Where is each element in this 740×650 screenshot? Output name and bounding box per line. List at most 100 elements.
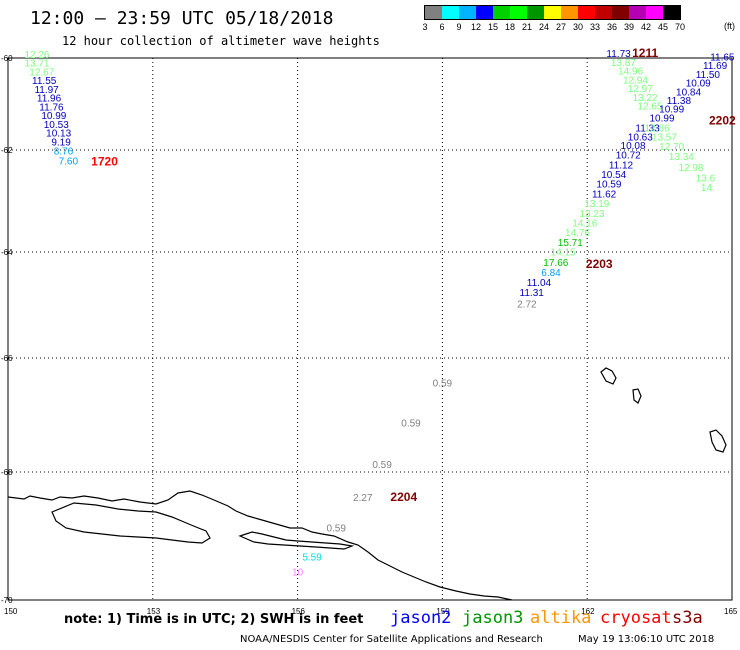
wave-height-label: 14.76 [565, 228, 590, 239]
wave-height-label: 11.55 [32, 76, 57, 87]
legend-swatch [578, 6, 595, 19]
wave-height-label: 13.23 [580, 209, 605, 220]
wave-height-label: 7.60 [59, 156, 79, 167]
wave-height-label: 12.98 [678, 163, 703, 174]
legend-label: 27 [555, 22, 567, 32]
legend-swatch [663, 6, 680, 19]
color-legend: 3 6 9 12 15 18 21 24 27 30 33 36 39 42 45 70 (ft) [422, 5, 735, 32]
legend-swatch [561, 6, 578, 19]
wave-height-label: 11.31 [520, 288, 545, 299]
legend-label: 6 [439, 22, 445, 32]
wave-height-label: 10.09 [686, 79, 711, 90]
wave-height-label: 10.53 [44, 120, 69, 131]
legend-swatch [544, 6, 561, 19]
footer-note: note: 1) Time is in UTC; 2) SWH is in fe… [64, 612, 364, 627]
legend-swatch [646, 6, 663, 19]
wave-height-label: 6.84 [541, 268, 561, 279]
wave-height-label: 11.96 [37, 94, 62, 105]
wave-height-label: 5.59 [302, 552, 322, 563]
legend-swatches [424, 5, 681, 20]
legend-label: 70 [674, 22, 686, 32]
wave-height-label: 13.19 [584, 199, 609, 210]
wave-height-label: 11.65 [710, 52, 735, 63]
wave-height-label: 11.62 [592, 189, 617, 200]
coast-inlet-outline [238, 531, 355, 550]
wave-height-label: 0.59 [401, 418, 421, 429]
lon-tick-label: 150 [4, 607, 18, 616]
wave-height-label: 13.22 [633, 93, 658, 104]
wave-height-label: 14.16 [572, 219, 597, 230]
lon-tick-label: 159 [436, 607, 450, 616]
wave-height-label: 13.87 [611, 58, 636, 69]
legend-swatch [493, 6, 510, 19]
island-outline [600, 367, 617, 385]
wave-height-label: 14.15 [551, 248, 576, 259]
legend-label: 30 [572, 22, 584, 32]
ice-shelf-outline [51, 502, 211, 544]
wave-height-label: 12.65 [637, 102, 662, 113]
legend-label: 42 [640, 22, 652, 32]
wave-height-label: 10.08 [621, 141, 646, 152]
legend-swatch [595, 6, 612, 19]
lat-tick-label: -60 [1, 54, 13, 63]
island-outline [709, 429, 727, 453]
legend-swatch [510, 6, 527, 19]
wave-height-label: 2.72 [517, 300, 537, 311]
legend-swatch [476, 6, 493, 19]
legend-label: 18 [504, 22, 516, 32]
wave-height-label: 10.13 [46, 129, 71, 140]
legend-unit: (ft) [724, 21, 735, 31]
lat-tick-label: -66 [1, 354, 13, 363]
wave-height-label: 11.38 [667, 96, 692, 107]
time-stamp-label: 2202 [709, 114, 736, 128]
legend-label: 3 [422, 22, 428, 32]
wave-height-label: 13.71 [24, 59, 49, 70]
legend-swatch [425, 6, 442, 19]
wave-height-label: 8.76 [54, 147, 74, 158]
wave-height-label: 10.59 [596, 180, 621, 191]
wave-height-label: 15.71 [558, 238, 583, 249]
wave-height-label: 11.50 [696, 70, 721, 81]
island-outline [632, 388, 642, 404]
legend-label: 21 [521, 22, 533, 32]
lat-tick-label: -62 [1, 146, 13, 155]
wave-height-label: 10.63 [628, 132, 653, 143]
map-frame [7, 57, 733, 601]
legend-swatch [459, 6, 476, 19]
lon-tick-label: 156 [292, 607, 306, 616]
legend-swatch [527, 6, 544, 19]
wave-height-label: 11.33 [635, 124, 660, 135]
wave-height-label: 10.54 [601, 170, 626, 181]
generated-timestamp: May 19 13:06:10 UTC 2018 [578, 634, 715, 645]
legend-label: 39 [623, 22, 635, 32]
antarctic-coastline [7, 490, 513, 601]
wave-height-label: 0.59 [326, 524, 346, 535]
satellite-name: altika [530, 608, 592, 628]
legend-labels: 3 6 9 12 15 18 21 24 27 30 33 36 39 42 45 70 [422, 20, 685, 32]
legend-swatch [629, 6, 646, 19]
time-stamp-label: 2204 [390, 490, 417, 504]
wave-height-label: 11.69 [703, 61, 728, 72]
wave-height-label: 10.84 [676, 87, 701, 98]
wave-height-label: 10.99 [41, 111, 66, 122]
lat-tick-label: -70 [1, 596, 13, 605]
wave-height-label: 10.99 [649, 113, 674, 124]
wave-height-label: 10 [292, 568, 304, 579]
wave-height-label: 9.19 [51, 137, 71, 148]
wave-height-label: 10.72 [616, 151, 641, 162]
wave-height-label: 2.27 [353, 493, 373, 504]
wave-height-label: 14.96 [618, 67, 643, 78]
legend-swatch [442, 6, 459, 19]
legend-label: 45 [657, 22, 669, 32]
wave-height-label: 11.97 [34, 85, 59, 96]
satellite-name: jason3 [462, 608, 524, 628]
wave-height-label: 12.67 [29, 67, 54, 78]
time-stamp-label: 1720 [91, 154, 118, 168]
legend-label: 36 [606, 22, 618, 32]
satellite-name: jason2 [390, 608, 452, 628]
wave-height-label: 12.94 [623, 75, 648, 86]
wave-height-label: 0.59 [433, 379, 453, 390]
lon-tick-label: 165 [724, 607, 738, 616]
